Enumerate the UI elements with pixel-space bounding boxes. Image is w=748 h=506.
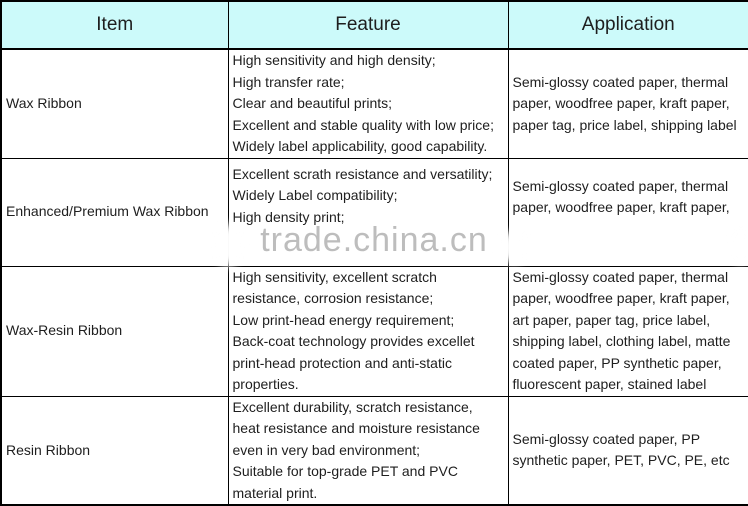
column-header-application: Application (507, 0, 748, 50)
item-cell: Resin Ribbon (0, 395, 229, 506)
feature-cell: High sensitivity, excellent scratch resi… (227, 265, 509, 397)
application-cell: Semi-glossy coated paper, PP synthetic p… (507, 395, 748, 506)
table-row-wax-ribbon: Wax Ribbon High sensitivity and high den… (0, 48, 748, 159)
item-cell: Enhanced/Premium Wax Ribbon (0, 157, 229, 267)
application-cell: Semi-glossy coated paper, thermal paper,… (507, 48, 748, 159)
item-cell: Wax-Resin Ribbon (0, 265, 229, 397)
column-header-item: Item (0, 0, 229, 50)
header-row: Item Feature Application (0, 0, 748, 50)
feature-cell: Excellent durability, scratch resistance… (227, 395, 509, 506)
table-row-wax-resin-ribbon: Wax-Resin Ribbon High sensitivity, excel… (0, 265, 748, 397)
table-row-resin-ribbon: Resin Ribbon Excellent durability, scrat… (0, 395, 748, 506)
feature-cell: Excellent scrath resistance and versatil… (227, 157, 509, 267)
feature-cell: High sensitivity and high density; High … (227, 48, 509, 159)
application-cell: Semi-glossy coated paper, thermal paper,… (507, 265, 748, 397)
application-cell: Semi-glossy coated paper, thermal paper,… (507, 157, 748, 267)
column-header-feature: Feature (227, 0, 509, 50)
table-row-enhanced-premium-wax-ribbon: Enhanced/Premium Wax Ribbon Excellent sc… (0, 157, 748, 267)
item-cell: Wax Ribbon (0, 48, 229, 159)
